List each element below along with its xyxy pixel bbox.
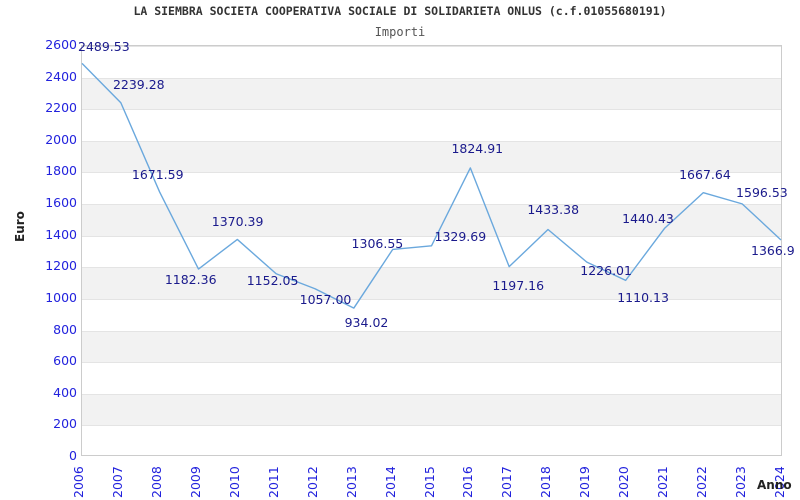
x-axis-title: Anno: [757, 478, 792, 492]
data-point-label: 2489.53: [78, 39, 130, 55]
y-tick-label: 0: [69, 448, 77, 463]
gridline: [82, 298, 781, 300]
y-tick-label: 2400: [45, 68, 77, 84]
x-tick-label: 2006: [71, 466, 86, 498]
gridline: [82, 267, 781, 269]
data-point-label: 1110.13: [617, 289, 669, 305]
data-point-label: 1671.59: [131, 166, 184, 182]
gridline: [82, 330, 781, 332]
x-axis-tick-labels: 2006 2007 2008 2009 2010 2011 2012 2013 2014 2015…: [71, 458, 787, 500]
y-tick-label: 600: [53, 353, 77, 369]
gridline: [82, 172, 781, 174]
gridline: [82, 425, 781, 427]
series-line-importi: [81, 62, 782, 309]
data-point-label: 1057.00: [299, 291, 352, 307]
y-tick-label: 400: [53, 384, 77, 400]
data-point-label: 1596.53: [736, 184, 788, 200]
x-tick-label: 2007: [109, 466, 125, 498]
data-point-label: 1197.16: [492, 277, 545, 293]
x-tick-label: 2017: [499, 466, 515, 498]
gridline: [82, 393, 781, 395]
y-tick-label: 2600: [45, 37, 77, 52]
gridline: [82, 235, 781, 237]
gridline: [82, 77, 781, 79]
data-point-label: 1824.91: [451, 140, 504, 156]
y-tick-label: 2000: [45, 131, 77, 147]
x-tick-label: 2012: [304, 466, 320, 498]
x-tick-label: 2020: [616, 466, 632, 498]
gridline: [82, 46, 781, 47]
x-tick-label: 2022: [694, 466, 710, 498]
grid-band: [82, 330, 781, 363]
y-tick-label: 1600: [45, 195, 77, 211]
grid-band: [82, 267, 781, 299]
y-tick-label: 2200: [45, 100, 77, 116]
data-point-label: 1440.43: [622, 211, 674, 227]
data-point-label: 1152.05: [246, 272, 299, 288]
grid-band: [82, 140, 781, 173]
gridline: [82, 140, 781, 142]
y-tick-label: 1800: [45, 163, 77, 179]
data-point-label: 1667.64: [679, 167, 731, 183]
x-tick-label: 2013: [343, 466, 359, 498]
x-tick-label: 2008: [148, 466, 164, 498]
gridline: [82, 362, 781, 364]
x-tick-label: 2021: [655, 466, 671, 498]
y-tick-label: 800: [53, 321, 77, 337]
y-tick-label: 1200: [45, 258, 77, 274]
y-tick-label: 1400: [45, 226, 77, 242]
plot-area: 2489.53 2239.28 1671.59 1182.36 1370.39 1152.…: [78, 40, 795, 456]
data-point-label: 1306.55: [351, 236, 404, 252]
y-axis-tick-labels: 0 200 400 600 800 1000 1200 1400 1600 1800 2000 220…: [0, 38, 77, 462]
y-tick-label: 1000: [45, 289, 77, 305]
y-axis-title: Euro: [13, 211, 27, 242]
data-point-label: 934.02: [344, 315, 389, 331]
x-tick-label: 2015: [421, 466, 437, 498]
gridline: [82, 204, 781, 206]
x-tick-label: 2011: [265, 466, 281, 498]
x-tick-label: 2010: [226, 466, 242, 498]
data-point-label: 1182.36: [164, 272, 217, 288]
x-tick-label: 2019: [577, 466, 593, 498]
x-tick-label: 2016: [460, 466, 476, 498]
gridline: [82, 109, 781, 111]
data-point-label: 2239.28: [112, 77, 165, 93]
chart-subtitle: Importi: [374, 25, 426, 39]
data-point-label: 1366.9: [751, 242, 795, 258]
grid-band: [82, 393, 781, 426]
x-tick-label: 2009: [187, 466, 203, 498]
grid-band: [82, 204, 781, 236]
x-tick-label: 2023: [733, 466, 749, 498]
data-point-label: 1433.38: [527, 202, 580, 218]
data-point-label: 1226.01: [580, 263, 632, 279]
y-tick-label: 200: [53, 416, 77, 432]
x-tick-label: 2018: [538, 466, 554, 498]
x-tick-label: 2014: [382, 466, 398, 498]
series-polyline: [81, 62, 782, 309]
data-point-label: 1370.39: [211, 214, 264, 230]
data-point-label: 1329.69: [434, 228, 487, 244]
grid-band: [82, 77, 781, 110]
chart-title: LA SIEMBRA SOCIETA COOPERATIVA SOCIALE D…: [133, 4, 667, 18]
